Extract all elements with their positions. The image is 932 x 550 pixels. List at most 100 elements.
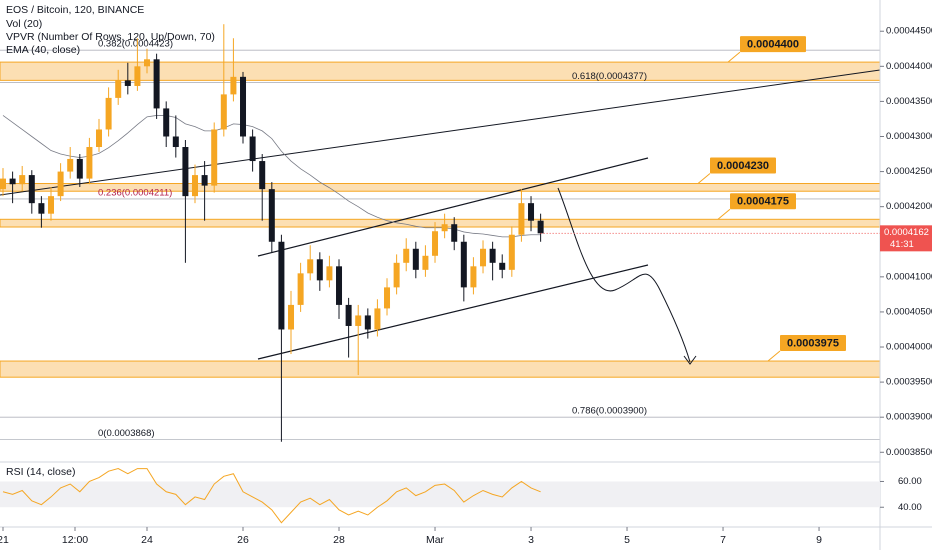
y-tick-label: 0.00042500 xyxy=(886,166,932,177)
support-zone xyxy=(0,61,881,81)
candle-body xyxy=(28,175,35,204)
rsi-tick-label: 40.00 xyxy=(898,502,922,513)
x-tick-label: 5 xyxy=(624,534,630,546)
candle-body xyxy=(480,248,487,267)
y-tick-label: 0.00044500 xyxy=(886,26,932,37)
candle-body xyxy=(307,259,314,274)
candle-body xyxy=(144,59,151,67)
chart-title: EOS / Bitcoin, 120, BINANCE xyxy=(6,4,144,16)
fib-label: 0.618(0.0004377) xyxy=(572,71,647,82)
label-leader xyxy=(727,51,741,63)
channel-upper xyxy=(257,157,649,257)
candle-body xyxy=(489,248,496,263)
candle-body xyxy=(393,262,400,288)
y-tick-label: 0.00039000 xyxy=(886,412,932,423)
candle-body xyxy=(182,147,189,197)
candle-body xyxy=(48,196,55,214)
candle-body xyxy=(19,175,26,185)
zone-label-box xyxy=(730,193,796,210)
candle-body xyxy=(115,80,122,98)
rsi-tick-label: 60.00 xyxy=(898,476,922,487)
y-tick-label: 0.00040000 xyxy=(886,342,932,353)
zone-label: 0.0004400 xyxy=(747,39,799,51)
x-tick-label: 12:00 xyxy=(62,534,88,546)
candle-body xyxy=(192,175,199,197)
candle-body xyxy=(451,224,458,242)
x-tick-label: 28 xyxy=(333,534,345,546)
candle-body xyxy=(134,66,141,86)
zone-label-box xyxy=(780,335,846,352)
candle-body xyxy=(86,147,93,179)
candle-body xyxy=(518,203,525,235)
candle-body xyxy=(0,178,7,190)
candle-body xyxy=(172,136,179,148)
price-tag xyxy=(880,225,932,252)
candle-body xyxy=(508,234,515,270)
projection-arrow xyxy=(557,187,691,363)
candle-body xyxy=(345,304,352,326)
candle-body xyxy=(278,241,285,330)
indicator-label: Vol (20) xyxy=(6,18,42,30)
x-tick-label: 24 xyxy=(141,534,153,546)
y-tick-label: 0.00039500 xyxy=(886,377,932,388)
candle-body xyxy=(384,287,391,309)
candle-body xyxy=(336,266,343,305)
candle-body xyxy=(374,308,381,330)
zone-label-box xyxy=(740,36,806,53)
zone-label: 0.0003975 xyxy=(787,337,839,349)
x-tick-label: 26 xyxy=(237,534,249,546)
candle-body xyxy=(441,224,448,232)
support-zone xyxy=(0,218,881,228)
candle-body xyxy=(422,255,429,270)
x-tick-label: 21 xyxy=(0,534,9,546)
fib-label: 0.236(0.0004211) xyxy=(98,187,172,198)
candle-body xyxy=(76,158,83,179)
y-tick-label: 0.00043000 xyxy=(886,131,932,142)
label-leader xyxy=(717,208,731,220)
candle-body xyxy=(259,161,266,190)
y-tick-label: 0.00044000 xyxy=(886,61,932,72)
x-tick-label: 3 xyxy=(528,534,534,546)
zone-label: 0.0004230 xyxy=(717,160,769,172)
indicator-label: VPVR (Number Of Rows, 120, Up/Down, 70) xyxy=(6,31,215,43)
label-leader xyxy=(767,350,781,362)
candle-body xyxy=(268,189,275,242)
candle-body xyxy=(211,129,218,186)
channel-lower xyxy=(257,264,649,360)
fib-label: 0.786(0.0003900) xyxy=(572,406,647,417)
candle-body xyxy=(355,315,362,326)
support-zone xyxy=(0,360,881,378)
x-tick-label: Mar xyxy=(426,534,445,546)
countdown: 41:31 xyxy=(890,239,914,250)
candle-body xyxy=(153,59,160,109)
candle-body xyxy=(364,315,371,330)
candle-body xyxy=(96,129,103,148)
candle-body xyxy=(528,203,535,221)
label-leader xyxy=(697,173,711,184)
rsi-label: RSI (14, close) xyxy=(6,466,75,478)
candle-body xyxy=(297,273,304,305)
candle-body xyxy=(412,248,419,270)
candle-body xyxy=(470,266,477,288)
y-tick-label: 0.00043500 xyxy=(886,96,932,107)
candle-body xyxy=(201,175,208,186)
last-price-label: 0.0004162 xyxy=(884,227,929,238)
x-tick-label: 7 xyxy=(720,534,726,546)
fib-label: 0.382(0.0004423) xyxy=(98,39,173,50)
candle-body xyxy=(537,220,544,234)
x-tick-label: 9 xyxy=(816,534,822,546)
candle-body xyxy=(288,304,295,330)
candle-body xyxy=(326,266,333,281)
candle-body xyxy=(432,231,439,256)
y-tick-label: 0.00042000 xyxy=(886,201,932,212)
zone-label-box xyxy=(710,157,776,174)
candle-body xyxy=(230,76,237,95)
rsi-band xyxy=(0,481,880,508)
zone-label: 0.0004175 xyxy=(737,196,789,208)
candle-body xyxy=(220,94,227,130)
arrow-head xyxy=(683,355,697,365)
candle-body xyxy=(240,76,247,137)
candle-body xyxy=(9,178,16,185)
candle-body xyxy=(67,158,74,172)
